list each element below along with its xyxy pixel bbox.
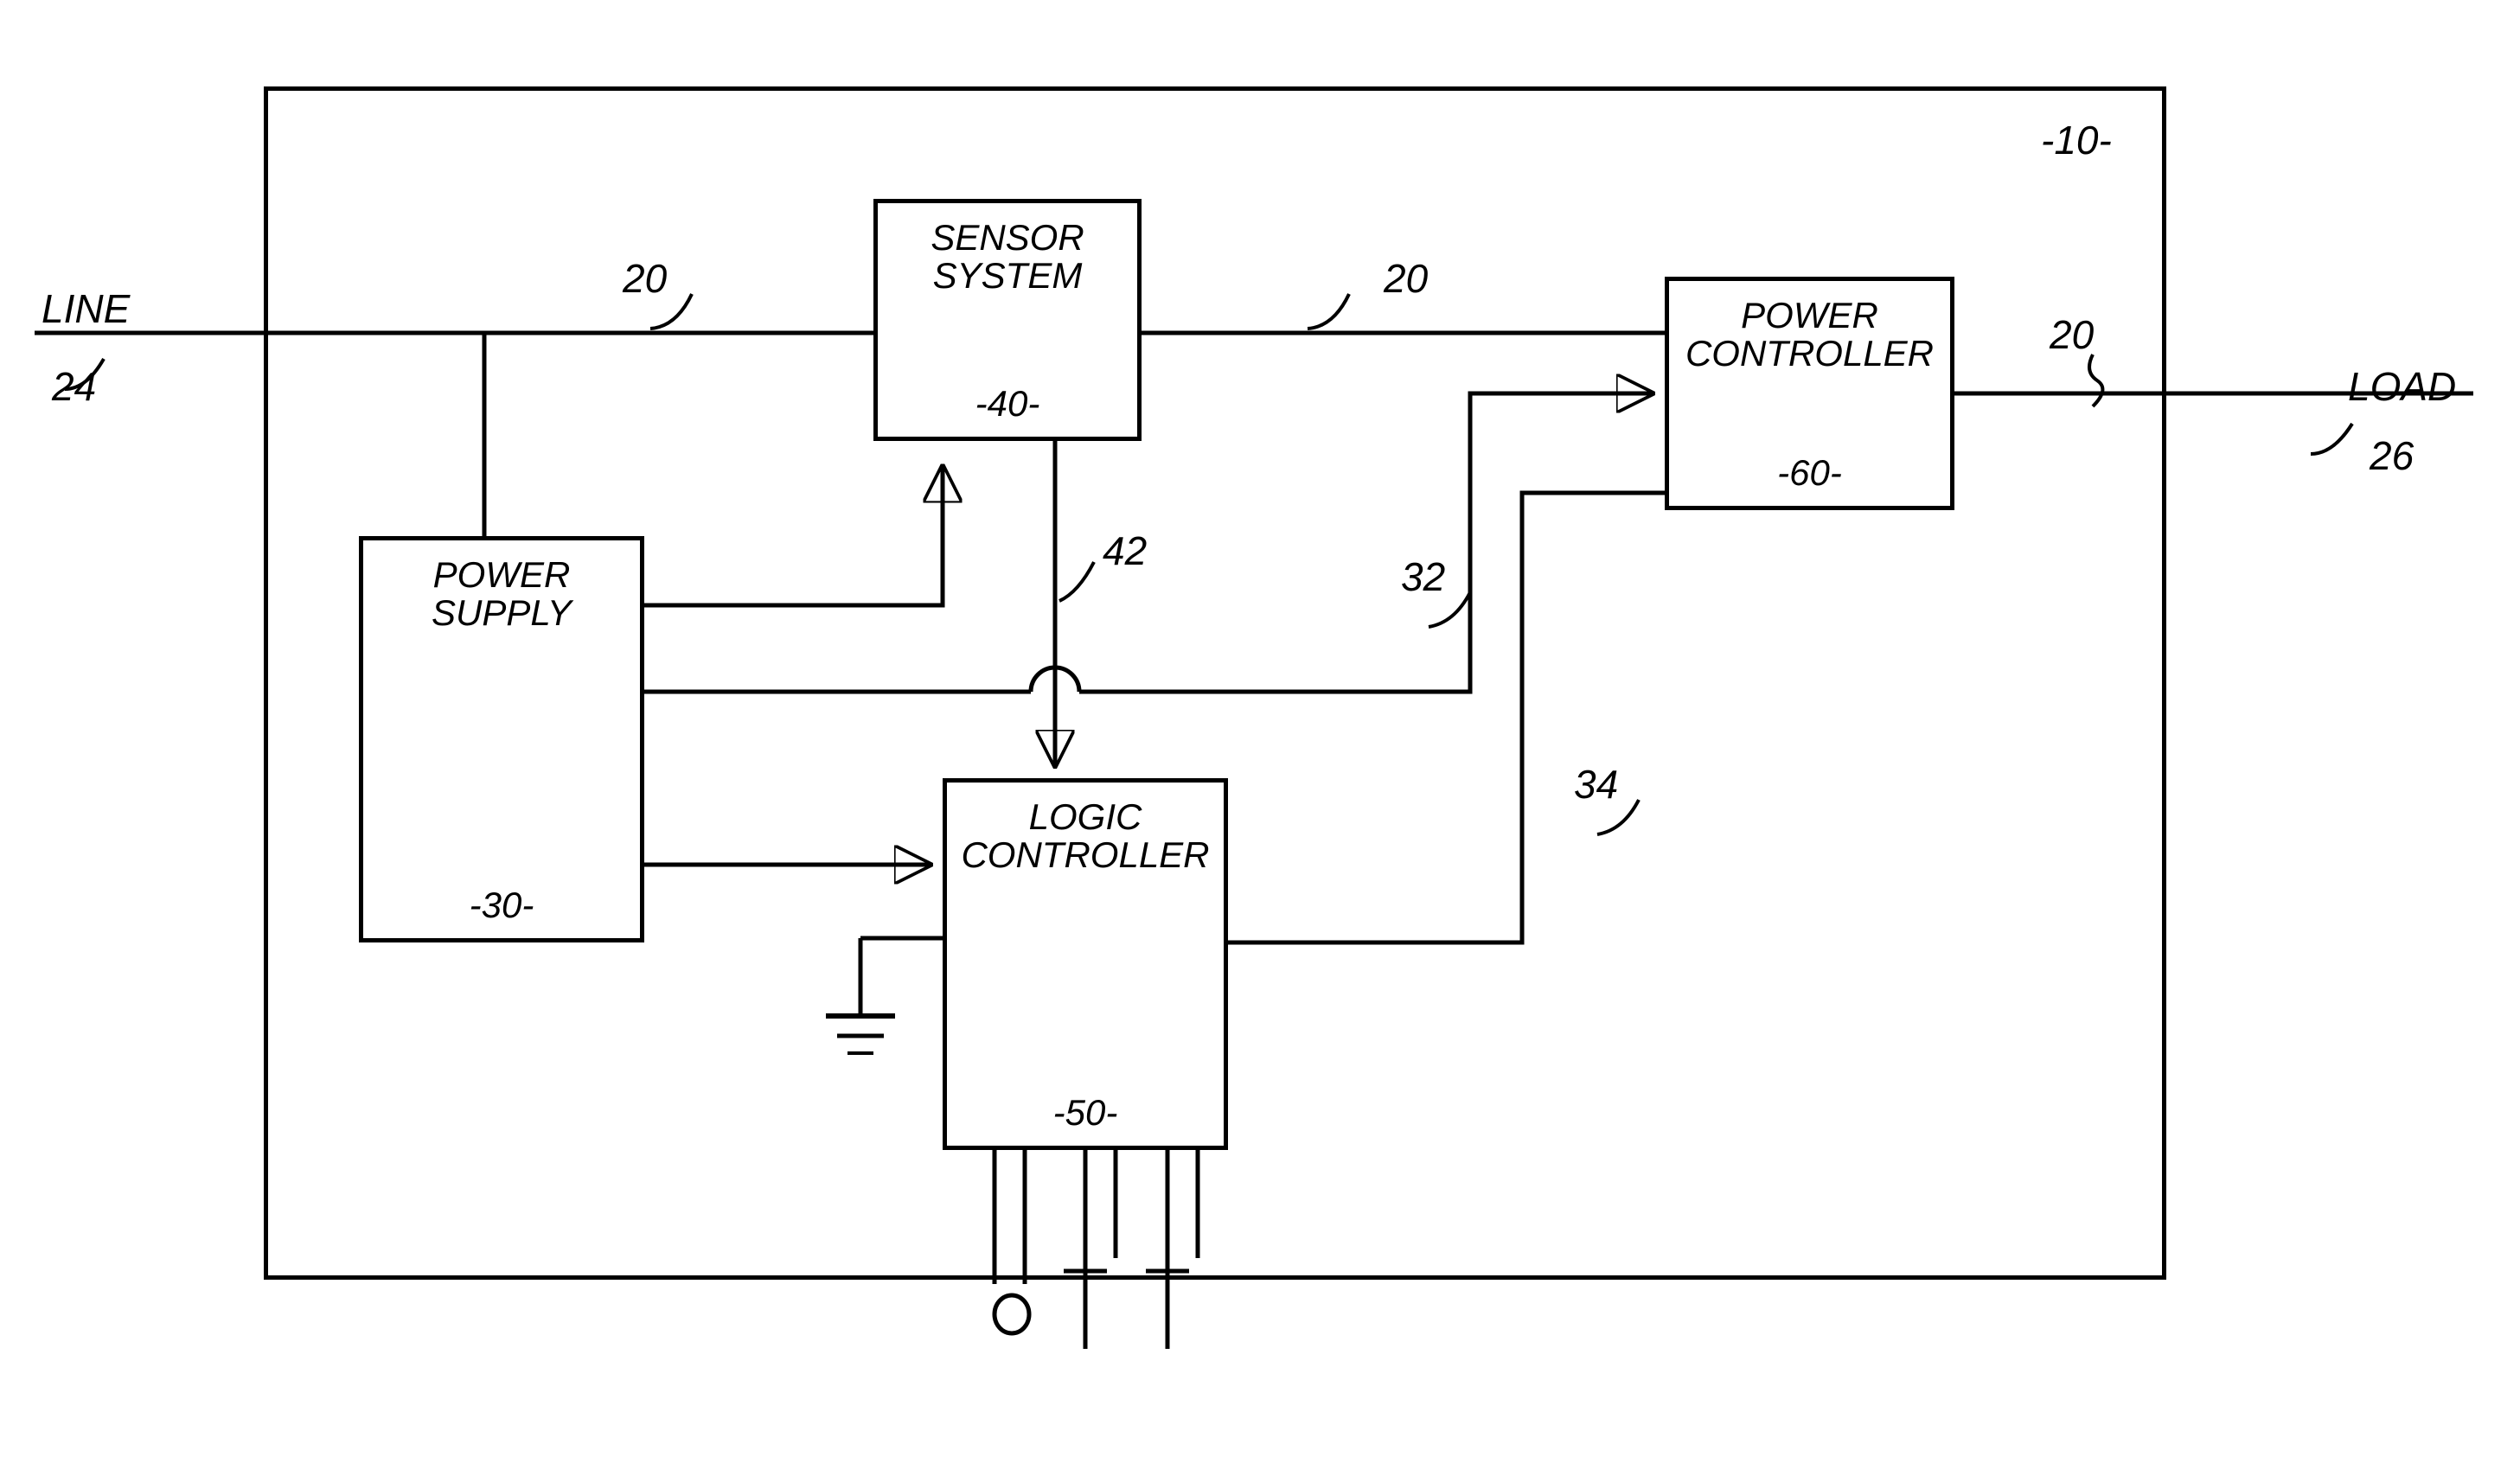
ref-20-c: 20 xyxy=(2050,311,2094,358)
line-ref: 24 xyxy=(52,363,96,410)
load-ref: 26 xyxy=(2370,432,2414,479)
ref-20-a: 20 xyxy=(623,255,667,302)
power-ctrl-ref: -60- xyxy=(1669,452,1950,494)
logic-ref: -50- xyxy=(947,1092,1224,1134)
sensor-system-block: SENSOR SYSTEM -40- xyxy=(873,199,1142,441)
power-ctrl-title-1: POWER xyxy=(1741,295,1878,335)
ref-42: 42 xyxy=(1103,527,1147,574)
sensor-title-1: SENSOR xyxy=(931,217,1084,258)
power-supply-title-1: POWER xyxy=(433,554,571,595)
load-label: LOAD xyxy=(2348,363,2456,410)
logic-title-2: CONTROLLER xyxy=(961,834,1209,875)
line-label: LINE xyxy=(42,285,130,332)
power-controller-block: POWER CONTROLLER -60- xyxy=(1665,277,1954,510)
power-ctrl-title-2: CONTROLLER xyxy=(1685,333,1934,374)
sensor-title-2: SYSTEM xyxy=(933,255,1083,296)
power-supply-title-2: SUPPLY xyxy=(432,592,572,633)
logic-controller-block: LOGIC CONTROLLER -50- xyxy=(943,778,1228,1150)
logic-title-1: LOGIC xyxy=(1029,796,1142,837)
ref-20-b: 20 xyxy=(1384,255,1428,302)
ref-32: 32 xyxy=(1401,553,1445,600)
power-supply-ref: -30- xyxy=(363,885,640,926)
system-ref: -10- xyxy=(2041,117,2112,163)
ref-34: 34 xyxy=(1574,761,1618,808)
sensor-ref: -40- xyxy=(878,383,1137,425)
power-supply-block: POWER SUPPLY -30- xyxy=(359,536,644,942)
